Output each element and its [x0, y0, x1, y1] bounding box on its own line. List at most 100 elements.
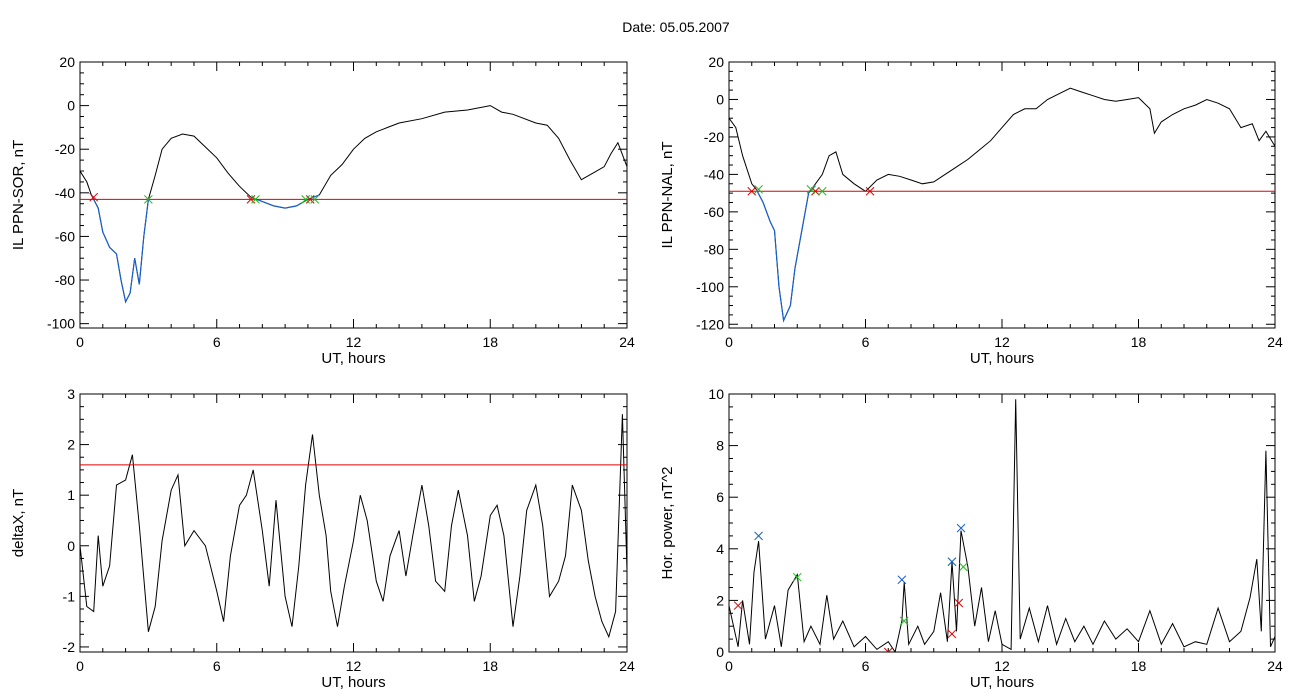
marker-green — [792, 572, 802, 582]
x-tick-label: 24 — [619, 334, 635, 350]
marker-green — [754, 185, 763, 194]
y-tick-label: 2 — [67, 437, 75, 453]
x-tick-label: 24 — [1267, 334, 1283, 350]
y-tick-label: -40 — [704, 166, 724, 182]
marker-blue — [754, 531, 763, 541]
marker-green — [251, 195, 260, 204]
marker-green — [958, 562, 968, 572]
marker-red — [747, 186, 757, 196]
y-tick-label: 20 — [708, 54, 724, 70]
plot-frame — [728, 61, 1276, 329]
x-tick-label: 24 — [1267, 658, 1283, 674]
y-tick-label: -20 — [55, 141, 75, 157]
plot-area — [80, 414, 627, 639]
x-tick-label: 0 — [725, 658, 733, 674]
marker-green — [144, 195, 153, 204]
event-segment-line — [90, 194, 149, 304]
marker-green — [899, 616, 909, 626]
y-tick-label: 0 — [716, 644, 724, 660]
plot-area — [729, 399, 1275, 652]
y-tick-label: 10 — [708, 386, 724, 402]
y-tick-label: 1 — [67, 487, 75, 503]
x-tick-label: 12 — [346, 658, 362, 674]
plot-area — [729, 87, 1275, 323]
chart-top-right: 0 6 12 18 24 -120 -100 -80 -60 -40 -20 0 20 UT, hours… — [659, 54, 1283, 367]
y-tick-label: 2 — [716, 592, 724, 608]
marker-blue — [956, 523, 966, 533]
marker-green — [817, 186, 827, 196]
series-line — [80, 105, 627, 304]
x-axis-label: UT, hours — [970, 674, 1034, 691]
y-tick-label: 4 — [716, 541, 724, 557]
y-tick-label: 0 — [67, 538, 75, 554]
marker-red — [246, 195, 256, 204]
y-tick-label: -100 — [696, 279, 724, 295]
y-tick-label: -80 — [55, 272, 75, 288]
marker-red — [305, 195, 315, 204]
event-segment-line — [755, 185, 816, 323]
y-tick-label: -120 — [696, 316, 724, 332]
x-tick-label: 0 — [76, 334, 84, 350]
x-tick-label: 6 — [862, 658, 870, 674]
marker-green — [806, 185, 816, 194]
marker-blue — [947, 557, 957, 567]
marker-green — [301, 195, 310, 204]
y-tick-label: -80 — [704, 241, 724, 257]
marker-red — [947, 629, 957, 639]
y-tick-label: -60 — [704, 204, 724, 220]
y-tick-label: -1 — [63, 588, 76, 604]
x-tick-label: 18 — [482, 334, 498, 350]
marker-green — [310, 195, 320, 204]
y-axis-label: Hor. power, nT^2 — [659, 467, 676, 580]
series-line — [729, 399, 1275, 652]
marker-red — [883, 647, 893, 652]
y-tick-label: 20 — [59, 54, 75, 70]
y-axis-label: IL PPN-NAL, nT — [659, 142, 676, 249]
marker-blue — [897, 575, 907, 585]
marker-red — [865, 186, 875, 196]
x-tick-label: 12 — [994, 334, 1010, 350]
series-line — [729, 87, 1275, 323]
y-tick-label: -100 — [47, 316, 75, 332]
x-tick-label: 6 — [213, 658, 221, 674]
x-axis-label: UT, hours — [321, 350, 385, 367]
y-tick-label: 8 — [716, 438, 724, 454]
x-axis-label: UT, hours — [970, 350, 1034, 367]
chart-top-left: 0 6 12 18 24 -100 -80 -60 -40 -20 0 20 UT, hours IL P… — [10, 54, 635, 367]
plot-area — [80, 105, 627, 304]
x-tick-label: 6 — [862, 334, 870, 350]
plot-frame — [79, 393, 628, 653]
x-tick-label: 24 — [619, 658, 635, 674]
x-tick-label: 18 — [482, 658, 498, 674]
x-tick-label: 18 — [1131, 658, 1147, 674]
y-tick-label: 0 — [67, 98, 75, 114]
x-tick-label: 18 — [1131, 334, 1147, 350]
event-segment-line — [250, 194, 320, 209]
plot-frame — [79, 61, 628, 329]
marker-red — [954, 598, 964, 608]
y-tick-label: 3 — [67, 386, 75, 402]
y-tick-label: 0 — [716, 91, 724, 107]
y-axis-label: deltaX, nT — [10, 489, 27, 557]
y-tick-label: -40 — [55, 185, 75, 201]
series-line — [80, 414, 627, 639]
marker-red — [811, 186, 820, 196]
x-tick-label: 12 — [346, 334, 362, 350]
y-tick-label: -60 — [55, 228, 75, 244]
x-tick-label: 0 — [725, 334, 733, 350]
x-tick-label: 12 — [994, 658, 1010, 674]
page-title: Date: 05.05.2007 — [622, 19, 730, 35]
x-axis-label: UT, hours — [321, 674, 385, 691]
plot-frame — [728, 393, 1276, 653]
y-tick-label: -2 — [63, 639, 76, 655]
y-tick-label: -20 — [704, 129, 724, 145]
y-axis-label: IL PPN-SOR, nT — [10, 140, 27, 250]
x-tick-label: 0 — [76, 658, 84, 674]
marker-red — [733, 601, 743, 610]
y-tick-label: 6 — [716, 489, 724, 505]
x-tick-label: 6 — [213, 334, 221, 350]
marker-red — [89, 192, 99, 202]
